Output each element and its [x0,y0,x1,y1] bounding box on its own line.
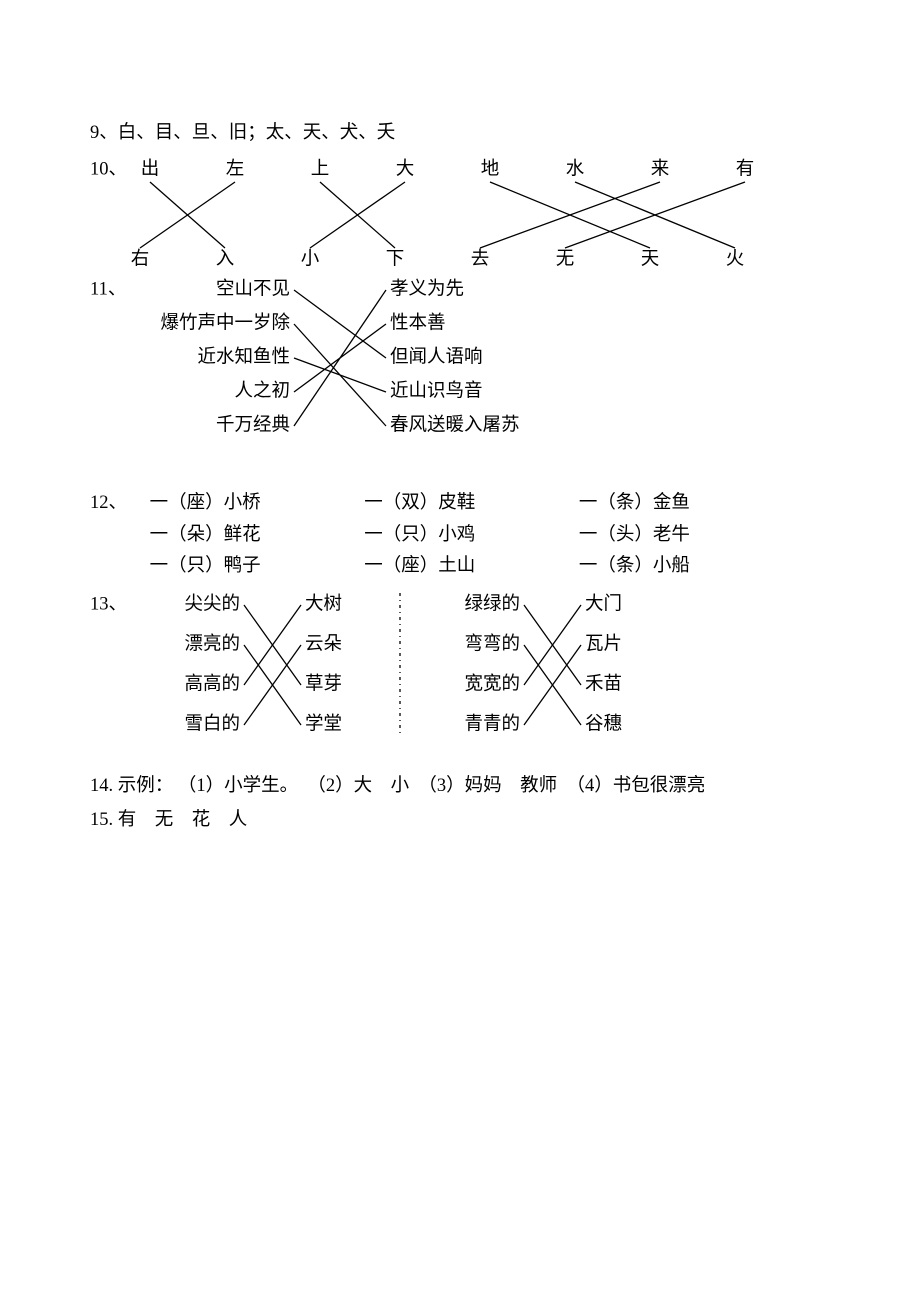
q15: 15. 有 无 花 人 [90,807,830,835]
q13-right: 大门 [585,593,622,614]
q10-bottom-char: 小 [301,248,320,269]
q10-top-char: 地 [481,158,500,179]
q12-cell: 一（头）老牛 [579,522,789,550]
q10-top-char: 出 [141,158,160,179]
q12-cell: 一（条）金鱼 [579,490,789,518]
q13-left: 绿绿的 [464,593,520,614]
q12-cell: 一（条）小船 [579,553,789,581]
q14-item: （4）书包很漂亮 [566,776,705,796]
q10-top-char: 水 [566,158,585,179]
q12-cell: 一（只）鸭子 [150,553,360,581]
edge-line [294,290,386,426]
q10-bottom-char: 无 [556,249,575,269]
q13-left: 宽宽的 [464,673,520,694]
q12-row: 一（只）鸭子 一（座）土山 一（条）小船 [90,553,830,581]
q12-row: 一（朵）鲜花 一（只）小鸡 一（头）老牛 [90,522,830,550]
q10-bottom-char: 右 [131,248,150,269]
q11-right: 孝义为先 [390,278,464,299]
q10-bottom-char: 天 [641,249,660,269]
q13-number: 13、 [90,594,127,614]
q9: 9、白、目、旦、旧；太、天、犬、夭 [90,120,830,148]
q14-number: 14. [90,776,113,796]
q10-top-char: 有 [736,158,755,179]
q12-row: 12、 一（座）小桥 一（双）皮鞋 一（条）金鱼 [90,490,830,518]
q13-right: 大树 [305,593,342,614]
q10: 10、出 左 上 大 地 水 来 有右 入 小 下 去 无 天 火 [90,152,830,272]
q9-number: 9、 [90,123,118,143]
q13-right: 谷穗 [585,713,622,734]
q10-bottom-char: 入 [216,249,235,269]
q9-text: 白、目、旦、旧；太、天、犬、夭 [118,123,396,143]
q13-left: 雪白的 [184,713,240,734]
q10-number: 10、 [90,159,127,179]
q13-left: 高高的 [184,673,240,694]
q11: 11、 空山不见爆竹声中一岁除近水知鱼性人之初千万经典 孝义为先性本善但闻人语响近山… [90,272,830,472]
q11-left: 空山不见 [216,278,290,299]
q14: 14. 示例： （1）小学生。 （2）大 小 （3）妈妈 教师 （4）书包很漂亮 [90,773,830,801]
q14-item: （3）妈妈 教师 [418,776,557,796]
q12-cell: 一（朵）鲜花 [150,522,360,550]
q15-text: 有 无 花 人 [118,810,248,830]
q10-top-char: 左 [226,158,245,179]
q10-bottom-char: 去 [471,248,490,269]
q13-left: 弯弯的 [464,633,520,654]
edge-line [294,358,386,392]
edge-line [310,182,405,248]
edge-line [294,290,386,358]
q10-top-char: 大 [396,158,415,179]
q12-number: 12、 [90,490,145,518]
q13-right: 禾苗 [585,673,622,694]
q10-top-char: 来 [651,158,670,179]
q11-number: 11、 [90,279,126,299]
edge-line [480,182,660,248]
q12-cell: 一（双）皮鞋 [364,490,574,518]
edge-line [140,182,235,248]
q14-item: （2）大 小 [307,776,409,796]
q13-right: 云朵 [305,634,342,654]
q10-bottom-char: 下 [386,249,405,269]
q14-prefix: 示例： [118,776,174,796]
q11-right: 春风送暖入屠苏 [390,414,520,435]
q11-right: 性本善 [390,312,446,333]
q11-left: 爆竹声中一岁除 [160,312,290,333]
q10-bottom-char: 火 [726,249,745,269]
q13-left: 尖尖的 [184,593,240,614]
q13: 13、 尖尖的漂亮的高高的雪白的 大树云朵草芽学堂 绿绿的弯弯的宽宽的青青的 大门瓦片禾… [90,587,830,767]
q13-right: 草芽 [305,673,342,694]
q15-number: 15. [90,810,113,830]
q11-left: 近水知鱼性 [197,346,290,367]
q11-left: 人之初 [234,380,290,401]
q11-left: 千万经典 [216,414,290,435]
q11-right: 近山识鸟音 [390,380,483,401]
q12-cell: 一（座）小桥 [150,490,360,518]
q10-top-char: 上 [311,158,330,179]
q13-right: 学堂 [305,713,342,734]
q13-right: 瓦片 [585,633,622,654]
q12: 12、 一（座）小桥 一（双）皮鞋 一（条）金鱼 一（朵）鲜花 一（只）小鸡 一… [90,490,830,581]
q12-cell: 一（座）土山 [364,553,574,581]
q14-item: （1）小学生。 [178,776,298,796]
q11-right: 但闻人语响 [390,346,483,367]
edge-line [565,182,745,248]
q13-left: 漂亮的 [184,633,240,654]
q13-left: 青青的 [464,713,520,734]
q12-cell: 一（只）小鸡 [364,522,574,550]
